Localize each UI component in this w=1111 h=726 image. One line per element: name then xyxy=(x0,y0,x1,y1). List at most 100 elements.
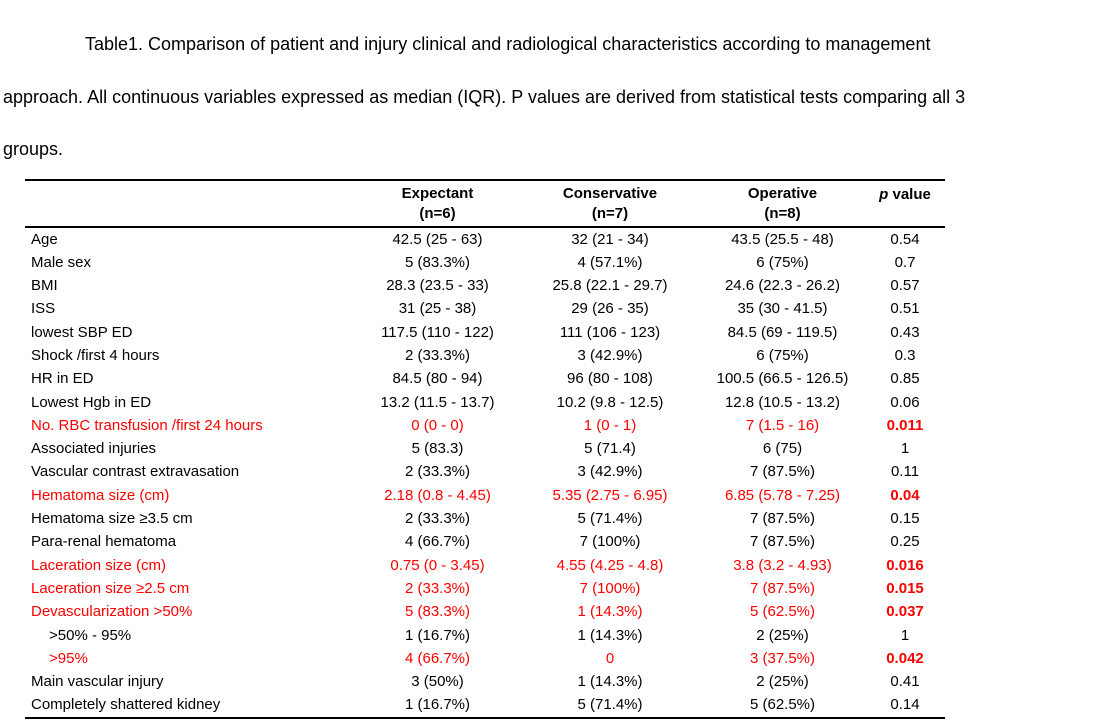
cell-expectant: 13.2 (11.5 - 13.7) xyxy=(380,393,495,411)
column-header-expectant: Expectant (n=6) xyxy=(355,179,520,228)
cell-p-value: 0.7 xyxy=(894,253,916,271)
operative-n: (n=8) xyxy=(764,204,801,222)
cell-operative: 43.5 (25.5 - 48) xyxy=(731,230,834,248)
cell-conservative: 10.2 (9.8 - 12.5) xyxy=(556,393,664,411)
cell-operative: 7 (87.5%) xyxy=(749,533,816,551)
table-row: Hematoma size (cm) 2.18 (0.8 - 4.45) 5.3… xyxy=(25,484,945,507)
cell-p-value: 0.04 xyxy=(890,486,920,504)
row-label: >95% xyxy=(49,649,88,667)
row-label: Hematoma size ≥3.5 cm xyxy=(31,510,193,528)
cell-p-value: 0.25 xyxy=(890,533,920,551)
table-row: Associated injuries 5 (83.3) 5 (71.4) 6 … xyxy=(25,437,945,460)
row-label: Vascular contrast extravasation xyxy=(31,463,240,481)
cell-p-value: 0.85 xyxy=(890,370,920,388)
cell-conservative: 4 (57.1%) xyxy=(577,253,643,271)
table-row: Devascularization >50% 5 (83.3%) 1 (14.3… xyxy=(25,600,945,623)
table-row: ISS 31 (25 - 38) 29 (26 - 35) 35 (30 - 4… xyxy=(25,297,945,320)
row-label: >50% - 95% xyxy=(49,626,132,644)
cell-conservative: 3 (42.9%) xyxy=(577,346,643,364)
operative-name: Operative xyxy=(747,184,818,202)
cell-expectant: 42.5 (25 - 63) xyxy=(392,230,483,248)
row-label: Associated injuries xyxy=(31,440,157,458)
cell-expectant: 117.5 (110 - 122) xyxy=(381,323,494,341)
cell-p-value: 0.011 xyxy=(886,416,924,434)
cell-expectant: 28.3 (23.5 - 33) xyxy=(386,277,489,295)
cell-expectant: 1 (16.7%) xyxy=(404,696,471,714)
table-row: BMI 28.3 (23.5 - 33) 25.8 (22.1 - 29.7) … xyxy=(25,274,945,297)
table-row: >95% 4 (66.7%) 0 3 (37.5%) 0.042 xyxy=(25,647,945,670)
table-row: Age 42.5 (25 - 63) 32 (21 - 34) 43.5 (25… xyxy=(25,227,945,251)
cell-conservative: 29 (26 - 35) xyxy=(571,300,649,318)
row-label: lowest SBP ED xyxy=(31,323,133,341)
cell-p-value: 0.3 xyxy=(894,346,916,364)
row-label: ISS xyxy=(31,300,56,318)
cell-expectant: 31 (25 - 38) xyxy=(398,300,477,318)
cell-conservative: 7 (100%) xyxy=(579,533,641,551)
cell-p-value: 0.015 xyxy=(886,579,924,597)
cell-expectant: 0 (0 - 0) xyxy=(411,416,464,434)
cell-conservative: 4.55 (4.25 - 4.8) xyxy=(556,556,664,574)
expectant-n: (n=6) xyxy=(419,204,456,222)
cell-operative: 2 (25%) xyxy=(756,673,809,691)
caption-line-3: groups. xyxy=(3,139,64,159)
conservative-name: Conservative xyxy=(562,184,658,202)
cell-p-value: 0.042 xyxy=(886,649,924,667)
cell-p-value: 1 xyxy=(900,626,910,644)
cell-operative: 7 (87.5%) xyxy=(749,579,816,597)
cell-conservative: 7 (100%) xyxy=(579,579,641,597)
cell-operative: 6.85 (5.78 - 7.25) xyxy=(724,486,841,504)
row-label: Male sex xyxy=(31,253,92,271)
cell-p-value: 0.037 xyxy=(886,603,924,621)
cell-p-value: 0.51 xyxy=(890,300,920,318)
row-label: Laceration size (cm) xyxy=(31,556,167,574)
cell-operative: 6 (75%) xyxy=(756,253,809,271)
cell-expectant: 5 (83.3) xyxy=(411,440,464,458)
table-row: Shock /first 4 hours 2 (33.3%) 3 (42.9%)… xyxy=(25,344,945,367)
cell-p-value: 0.43 xyxy=(890,323,920,341)
cell-expectant: 2 (33.3%) xyxy=(404,346,471,364)
cell-expectant: 4 (66.7%) xyxy=(404,533,471,551)
row-label: HR in ED xyxy=(31,370,94,388)
cell-p-value: 0.14 xyxy=(890,696,920,714)
cell-expectant: 2 (33.3%) xyxy=(404,510,471,528)
cell-conservative: 1 (14.3%) xyxy=(577,626,643,644)
p-value-header-rest: value xyxy=(888,185,931,203)
table-row: Lowest Hgb in ED 13.2 (11.5 - 13.7) 10.2… xyxy=(25,391,945,414)
cell-operative: 35 (30 - 41.5) xyxy=(737,300,828,318)
table-row: HR in ED 84.5 (80 - 94) 96 (80 - 108) 10… xyxy=(25,367,945,390)
expectant-name: Expectant xyxy=(401,184,474,202)
cell-expectant: 3 (50%) xyxy=(411,673,464,691)
row-label: Shock /first 4 hours xyxy=(31,346,160,364)
cell-conservative: 5 (71.4%) xyxy=(577,696,643,714)
cell-expectant: 84.5 (80 - 94) xyxy=(392,370,483,388)
cell-conservative: 1 (14.3%) xyxy=(577,673,643,691)
table-row: lowest SBP ED 117.5 (110 - 122) 111 (106… xyxy=(25,321,945,344)
cell-p-value: 0.15 xyxy=(890,510,920,528)
table-row: >50% - 95% 1 (16.7%) 1 (14.3%) 2 (25%) 1 xyxy=(25,624,945,647)
cell-expectant: 2 (33.3%) xyxy=(404,579,471,597)
cell-operative: 3 (37.5%) xyxy=(749,649,816,667)
cell-conservative: 1 (0 - 1) xyxy=(583,416,637,434)
cell-operative: 100.5 (66.5 - 126.5) xyxy=(716,370,849,388)
cell-p-value: 1 xyxy=(900,440,910,458)
cell-operative: 6 (75) xyxy=(762,440,803,458)
cell-p-value: 0.57 xyxy=(890,277,920,295)
cell-conservative: 0 xyxy=(605,649,615,667)
row-label: Para-renal hematoma xyxy=(31,533,177,551)
cell-operative: 7 (1.5 - 16) xyxy=(745,416,820,434)
row-label: No. RBC transfusion /first 24 hours xyxy=(31,416,263,434)
table-body: Age 42.5 (25 - 63) 32 (21 - 34) 43.5 (25… xyxy=(25,227,945,718)
cell-conservative: 3 (42.9%) xyxy=(577,463,643,481)
cell-operative: 6 (75%) xyxy=(756,346,809,364)
cell-operative: 5 (62.5%) xyxy=(749,603,816,621)
cell-operative: 84.5 (69 - 119.5) xyxy=(727,323,838,341)
characteristics-table: Expectant (n=6) Conservative (n=7) Opera… xyxy=(25,178,945,719)
row-label: Devascularization >50% xyxy=(31,603,193,621)
cell-conservative: 111 (106 - 123) xyxy=(559,323,661,341)
table-row: Laceration size ≥2.5 cm 2 (33.3%) 7 (100… xyxy=(25,577,945,600)
cell-expectant: 2.18 (0.8 - 4.45) xyxy=(384,486,491,504)
cell-expectant: 0.75 (0 - 3.45) xyxy=(390,556,485,574)
cell-expectant: 2 (33.3%) xyxy=(404,463,471,481)
row-label: Laceration size ≥2.5 cm xyxy=(31,579,190,597)
row-label: Age xyxy=(31,230,58,248)
